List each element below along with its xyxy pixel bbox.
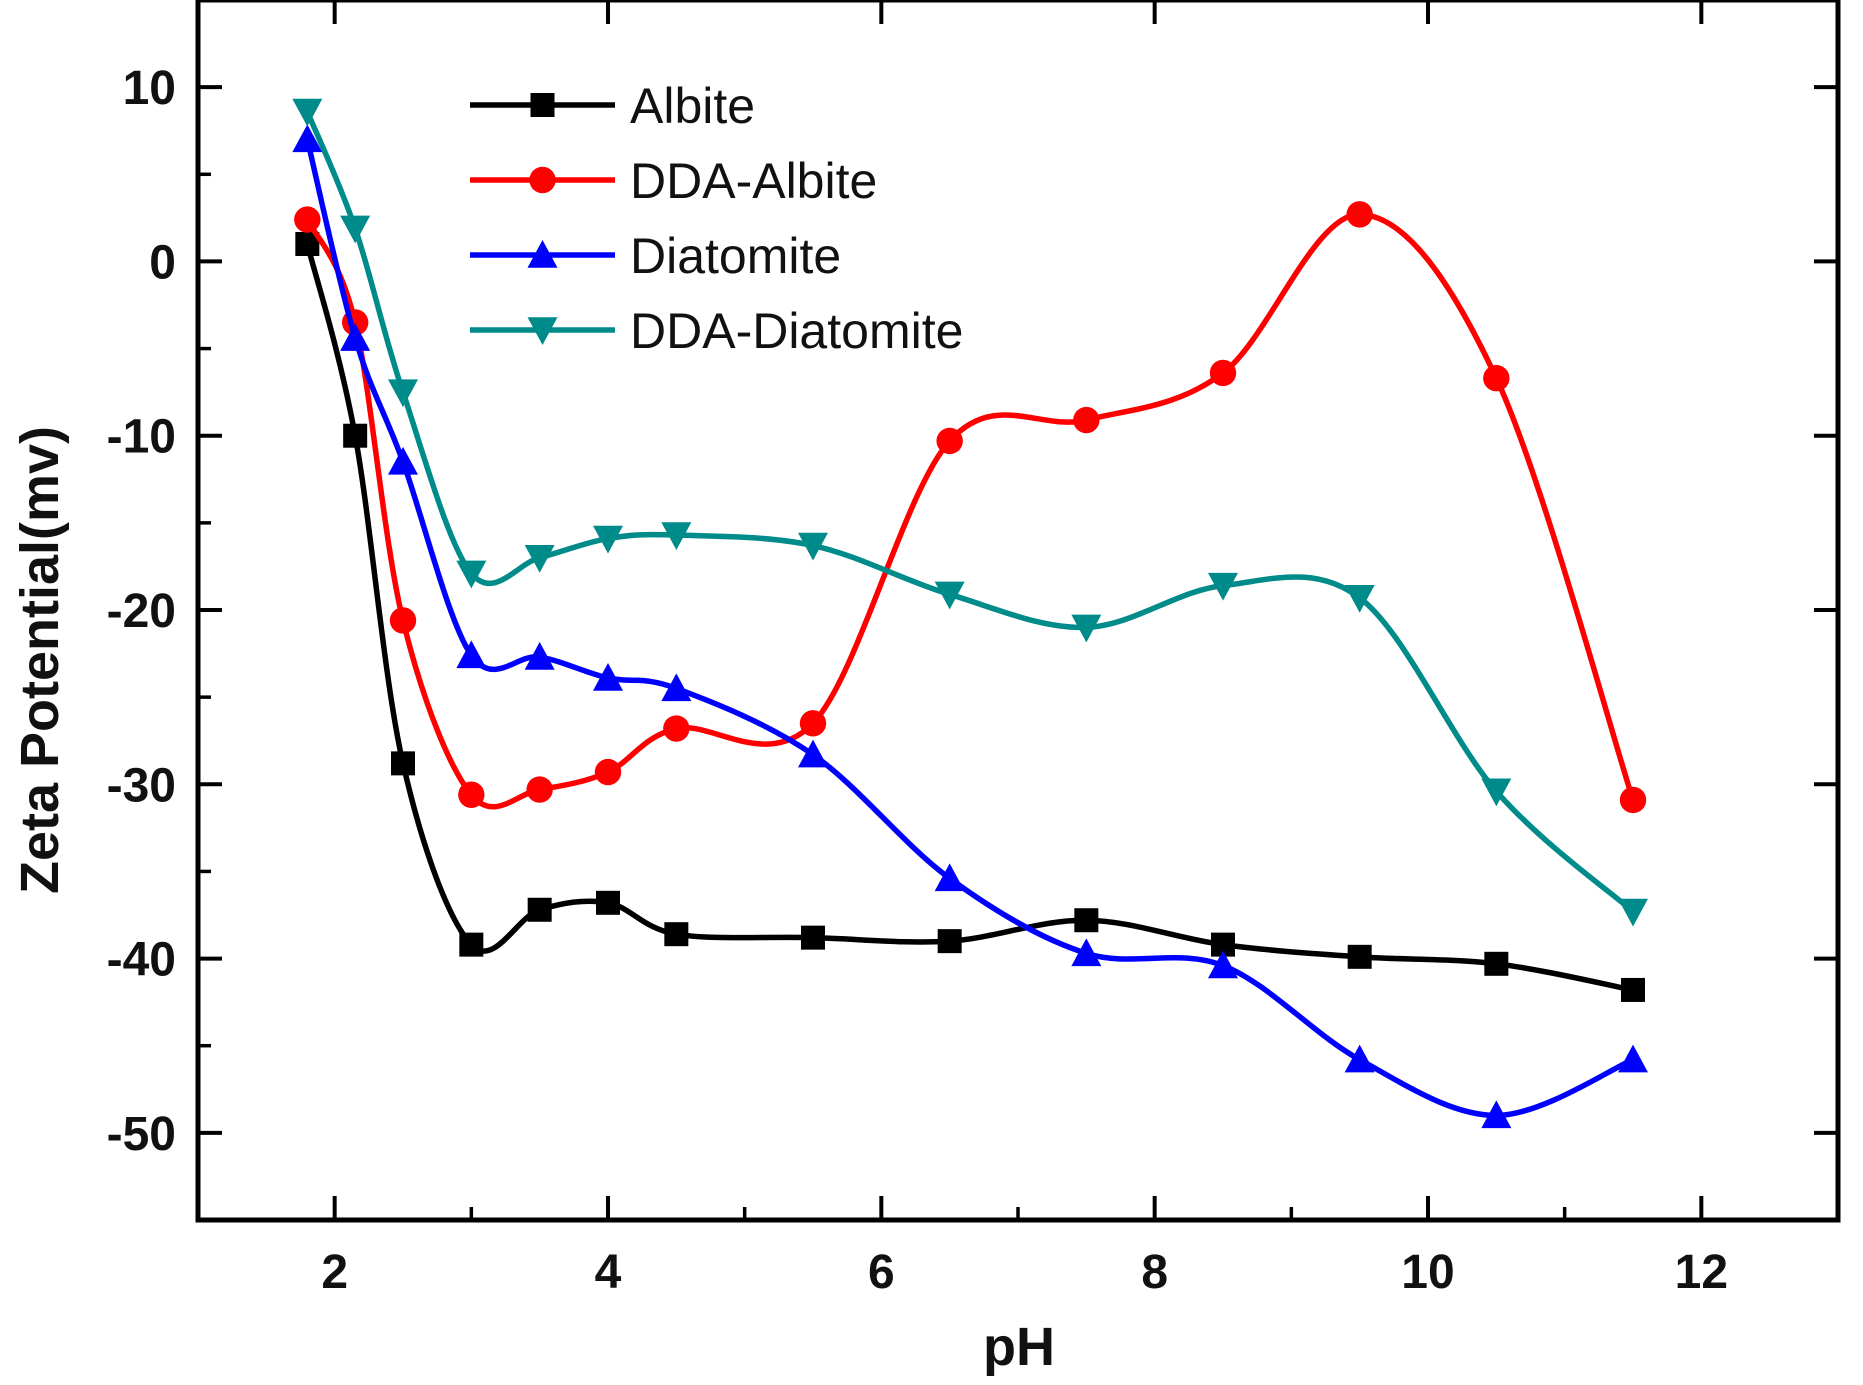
data-point: [292, 98, 323, 127]
series-line: [304, 243, 1634, 993]
x-tick-label: 2: [321, 1246, 348, 1299]
y-tick-label: -50: [107, 1108, 176, 1161]
data-point: [1484, 951, 1509, 976]
legend-item: Albite: [470, 78, 755, 134]
data-point: [661, 522, 692, 551]
data-point: [388, 379, 418, 408]
data-point: [1618, 1044, 1648, 1073]
legend-label: DDA-Diatomite: [630, 303, 963, 359]
data-point: [663, 715, 690, 742]
data-point: [1619, 786, 1647, 814]
data-point: [1344, 1044, 1375, 1073]
data-point: [458, 781, 485, 808]
y-tick-label: 0: [149, 236, 176, 289]
x-tick-label: 6: [868, 1246, 895, 1299]
data-point: [801, 925, 825, 950]
data-point: [524, 642, 555, 670]
data-point: [1208, 950, 1238, 979]
legend-label: Albite: [630, 78, 755, 134]
legend-marker: [527, 240, 558, 268]
data-point: [391, 751, 415, 776]
x-axis-title: pH: [983, 1317, 1055, 1377]
legend-item: DDA-Albite: [470, 153, 877, 209]
data-point: [664, 922, 689, 947]
axis-layer: 2 4 6 8 10 12 10 0 -10 -20 -30 -40 -50: [107, 0, 1838, 1299]
data-point: [1618, 898, 1648, 927]
data-point: [1483, 365, 1510, 392]
series-diatomite: [292, 124, 1648, 1129]
series-dda-diatomite: [292, 98, 1648, 927]
data-point: [594, 758, 622, 786]
legend-item: Diatomite: [470, 228, 841, 284]
data-point: [937, 929, 962, 954]
data-point: [1073, 406, 1100, 434]
data-point: [524, 544, 555, 573]
data-point: [1208, 572, 1238, 601]
data-point: [661, 673, 692, 702]
data-point: [1346, 201, 1373, 228]
data-point: [798, 739, 828, 768]
data-point: [1209, 359, 1237, 387]
data-point: [456, 640, 487, 669]
data-point: [593, 525, 623, 554]
data-point: [526, 776, 553, 803]
y-tick-label: -10: [107, 411, 176, 464]
data-point: [1071, 614, 1102, 643]
series-layer: [292, 98, 1648, 1129]
data-point: [388, 446, 418, 475]
legend: Albite DDA-Albite Diatomite DDA-Diatomite: [470, 78, 963, 359]
data-point: [1344, 585, 1375, 613]
legend-marker: [527, 317, 558, 345]
y-tick-label: 10: [123, 62, 176, 115]
data-point: [340, 323, 371, 351]
legend-label: Diatomite: [630, 228, 841, 284]
data-point: [593, 662, 623, 691]
x-tick-label: 10: [1401, 1246, 1454, 1299]
data-point: [799, 710, 827, 737]
data-point: [596, 890, 620, 915]
legend-marker: [529, 166, 556, 194]
data-point: [798, 532, 828, 561]
y-tick-label: -30: [107, 759, 176, 812]
x-tick-label: 8: [1141, 1246, 1168, 1299]
y-tick-label: -40: [107, 934, 176, 987]
x-tick-label: 12: [1675, 1246, 1728, 1299]
data-point: [527, 897, 552, 922]
series-albite: [295, 232, 1645, 1002]
data-point: [934, 581, 965, 610]
data-point: [1071, 938, 1102, 967]
legend-item: DDA-Diatomite: [470, 303, 963, 359]
data-point: [343, 423, 368, 448]
data-point: [294, 206, 321, 233]
data-point: [934, 863, 965, 892]
data-point: [1621, 977, 1645, 1002]
data-point: [389, 607, 417, 634]
data-point: [292, 124, 323, 153]
data-point: [456, 560, 487, 589]
x-tick-label: 4: [595, 1246, 622, 1299]
data-point: [1481, 778, 1512, 807]
data-point: [1481, 1100, 1512, 1129]
data-point: [459, 932, 484, 957]
legend-marker: [530, 93, 555, 117]
y-tick-label: -20: [107, 585, 176, 638]
series-line: [304, 211, 1636, 810]
data-point: [1347, 944, 1372, 969]
y-axis-title: Zeta Potential(mv): [10, 426, 70, 894]
data-point: [936, 427, 963, 455]
data-point: [1074, 908, 1099, 933]
legend-label: DDA-Albite: [630, 153, 877, 209]
series-dda-albite: [294, 201, 1647, 814]
data-point: [340, 215, 371, 244]
